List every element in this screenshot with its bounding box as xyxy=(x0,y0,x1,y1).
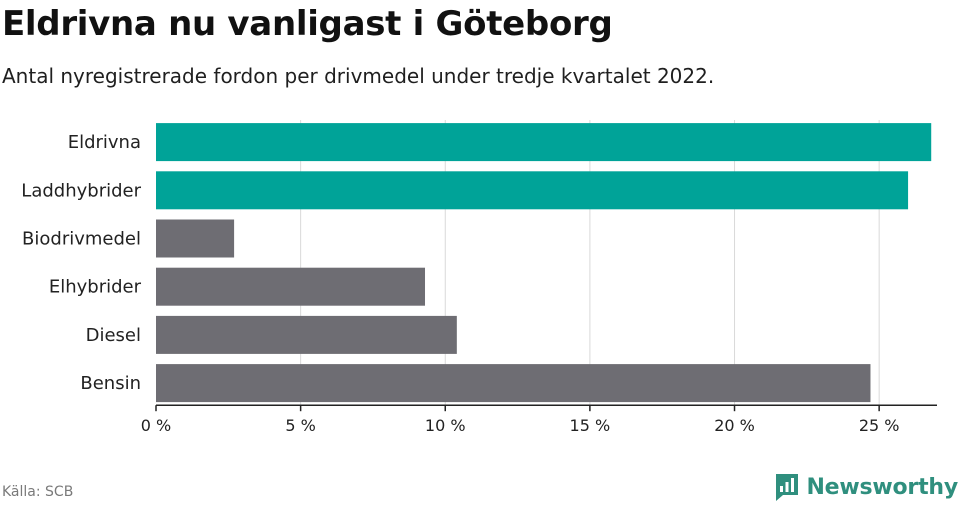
category-labels: Eldrivna Laddhybrider Biodrivmedel Elhybrid… xyxy=(21,132,141,394)
bar-bensin xyxy=(156,364,871,403)
bar-layer xyxy=(156,123,932,403)
x-tick-label: 20 % xyxy=(714,416,755,435)
category-label: Laddhybrider xyxy=(21,180,141,201)
bar-eldrivna xyxy=(156,123,932,162)
x-axis: 0 % 5 % 10 % 15 % 20 % 25 % xyxy=(141,404,937,435)
chart-title: Eldrivna nu vanligast i Göteborg xyxy=(2,4,613,44)
category-label: Diesel xyxy=(86,325,141,346)
brand-logo: Newsworthy xyxy=(774,472,958,502)
x-tick-label: 5 % xyxy=(285,416,315,435)
grid-layer xyxy=(300,120,880,406)
bar-diesel xyxy=(156,315,457,354)
newsworthy-logo-icon xyxy=(776,474,799,501)
category-label: Bensin xyxy=(80,373,141,394)
x-tick-label: 25 % xyxy=(859,416,900,435)
x-tick-label: 10 % xyxy=(425,416,466,435)
x-tick-label: 15 % xyxy=(570,416,611,435)
category-label: Eldrivna xyxy=(68,132,141,153)
bar-biodrivmedel xyxy=(156,219,235,258)
bar-chart: Eldrivna Laddhybrider Biodrivmedel Elhybrid… xyxy=(21,120,937,435)
bar-laddhybrider xyxy=(156,171,909,210)
source-note: Källa: SCB xyxy=(2,484,74,500)
chart-subtitle: Antal nyregistrerade fordon per drivmede… xyxy=(2,64,715,88)
category-label: Elhybrider xyxy=(49,277,142,298)
bar-elhybrider xyxy=(156,267,426,306)
brand-name: Newsworthy xyxy=(806,474,958,500)
x-tick-label: 0 % xyxy=(141,416,171,435)
category-label: Biodrivmedel xyxy=(22,229,141,250)
